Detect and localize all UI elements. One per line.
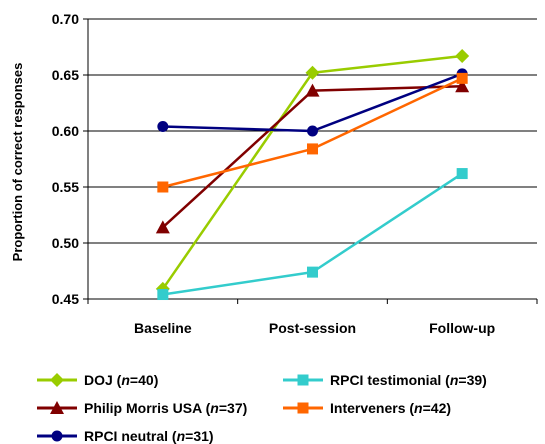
legend-item-2: RPCI neutral (n=31)	[37, 428, 214, 444]
legend-n-symbol: n	[450, 372, 459, 388]
legend-series-name: Interveners	[330, 400, 406, 416]
legend-n-value: 37	[227, 400, 243, 416]
data-point	[307, 143, 318, 155]
data-point	[157, 181, 169, 193]
y-tick-label: 0.50	[52, 235, 79, 251]
data-point	[157, 289, 169, 301]
legend-label: RPCI neutral (n=31)	[84, 428, 214, 444]
y-tick-label: 0.45	[52, 291, 79, 307]
legend-series-name: Philip Morris USA	[84, 400, 202, 416]
legend-label: DOJ (n=40)	[84, 372, 158, 388]
legend-paren: (	[202, 400, 211, 416]
legend-item-4: Interveners (n=42)	[283, 400, 451, 416]
series-1	[155, 79, 470, 234]
legend-paren: )	[446, 400, 451, 416]
data-point	[307, 266, 318, 278]
legend-marker	[297, 402, 309, 414]
legend-n-value: 39	[467, 372, 483, 388]
data-point	[456, 168, 468, 180]
data-point	[455, 79, 470, 93]
legend-item-0: DOJ (n=40)	[37, 372, 158, 388]
legend-item-3: RPCI testimonial (n=39)	[283, 372, 487, 388]
legend-paren: (	[113, 372, 122, 388]
series-line	[162, 72, 463, 133]
series-line	[161, 84, 463, 229]
legend-label: Philip Morris USA (n=37)	[84, 400, 247, 416]
legend-label: RPCI testimonial (n=39)	[330, 372, 487, 388]
legend-n-symbol: n	[121, 372, 130, 388]
x-tick-label: Post-session	[269, 320, 356, 336]
y-axis-title: Proportion of correct responses	[10, 63, 25, 262]
legend-n-symbol: n	[210, 400, 219, 416]
data-point	[155, 220, 170, 234]
axis-layer: Proportion of correct responses 0.45 0.50…	[10, 11, 538, 336]
data-point	[305, 83, 320, 97]
legend-paren: (	[441, 372, 450, 388]
legend-n-value: 40	[138, 372, 154, 388]
legend-paren: (	[405, 400, 414, 416]
data-point	[305, 65, 320, 80]
y-tick-label: 0.60	[52, 123, 79, 139]
series-3	[157, 168, 468, 301]
legend-n-value: 31	[193, 428, 209, 444]
y-tick-label: 0.65	[52, 67, 79, 83]
legend-paren: (	[168, 428, 177, 444]
legend-series-name: RPCI neutral	[84, 428, 168, 444]
legend-paren: )	[209, 428, 214, 444]
data-point	[455, 48, 470, 63]
legend-marker	[297, 374, 309, 386]
legend-marker	[50, 373, 64, 387]
legend-series-name: DOJ	[84, 372, 113, 388]
data-point	[157, 121, 169, 133]
legend-n-eq: =	[219, 400, 227, 416]
legend-series-name: RPCI testimonial	[330, 372, 441, 388]
legend-marker	[50, 401, 64, 414]
legend-n-eq: =	[130, 372, 138, 388]
legend-marker	[51, 430, 63, 442]
data-point	[307, 125, 318, 137]
x-tick-label: Baseline	[134, 320, 192, 336]
legend-n-eq: =	[423, 400, 431, 416]
y-tick-label: 0.70	[52, 11, 79, 27]
grid-layer	[88, 18, 537, 300]
legend-n-eq: =	[185, 428, 193, 444]
legend-n-symbol: n	[414, 400, 423, 416]
legend-paren: )	[482, 372, 487, 388]
legend-n-value: 42	[431, 400, 447, 416]
series-4	[157, 72, 468, 193]
legend-n-symbol: n	[177, 428, 186, 444]
legend-paren: )	[154, 372, 159, 388]
series-layer	[155, 48, 470, 301]
legend-item-1: Philip Morris USA (n=37)	[37, 400, 247, 416]
legend-label: Interveners (n=42)	[330, 400, 451, 416]
x-tick-label: Follow-up	[429, 320, 495, 336]
data-point	[456, 72, 468, 84]
y-tick-label: 0.55	[52, 179, 79, 195]
legend-n-eq: =	[458, 372, 466, 388]
legend-paren: )	[243, 400, 248, 416]
legend: DOJ (n=40)Philip Morris USA (n=37)RPCI n…	[37, 372, 487, 444]
